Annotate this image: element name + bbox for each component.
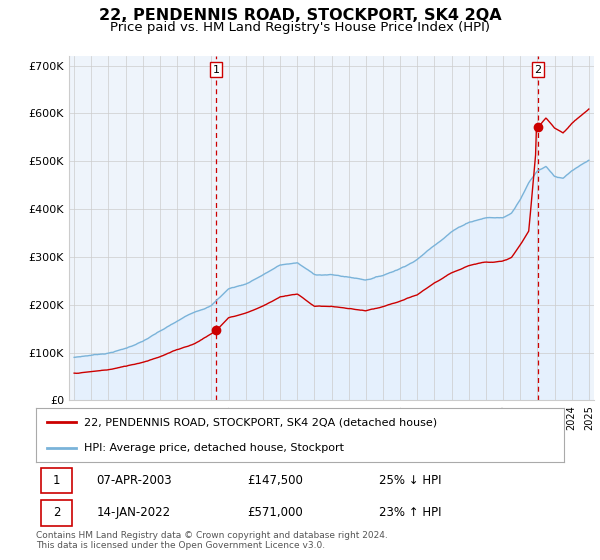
Text: £571,000: £571,000	[247, 506, 303, 520]
Text: 1: 1	[212, 64, 220, 74]
Text: 25% ↓ HPI: 25% ↓ HPI	[379, 474, 442, 487]
Text: 1: 1	[53, 474, 61, 487]
Text: 2: 2	[53, 506, 61, 520]
Text: 14-JAN-2022: 14-JAN-2022	[97, 506, 171, 520]
FancyBboxPatch shape	[41, 500, 72, 526]
Text: 07-APR-2003: 07-APR-2003	[97, 474, 172, 487]
Text: HPI: Average price, detached house, Stockport: HPI: Average price, detached house, Stoc…	[83, 443, 344, 453]
Text: £147,500: £147,500	[247, 474, 303, 487]
Text: Price paid vs. HM Land Registry's House Price Index (HPI): Price paid vs. HM Land Registry's House …	[110, 21, 490, 34]
Text: 22, PENDENNIS ROAD, STOCKPORT, SK4 2QA (detached house): 22, PENDENNIS ROAD, STOCKPORT, SK4 2QA (…	[83, 417, 437, 427]
Text: 2: 2	[535, 64, 542, 74]
Text: Contains HM Land Registry data © Crown copyright and database right 2024.
This d: Contains HM Land Registry data © Crown c…	[36, 531, 388, 550]
Text: 22, PENDENNIS ROAD, STOCKPORT, SK4 2QA: 22, PENDENNIS ROAD, STOCKPORT, SK4 2QA	[98, 8, 502, 24]
FancyBboxPatch shape	[41, 468, 72, 493]
Text: 23% ↑ HPI: 23% ↑ HPI	[379, 506, 442, 520]
